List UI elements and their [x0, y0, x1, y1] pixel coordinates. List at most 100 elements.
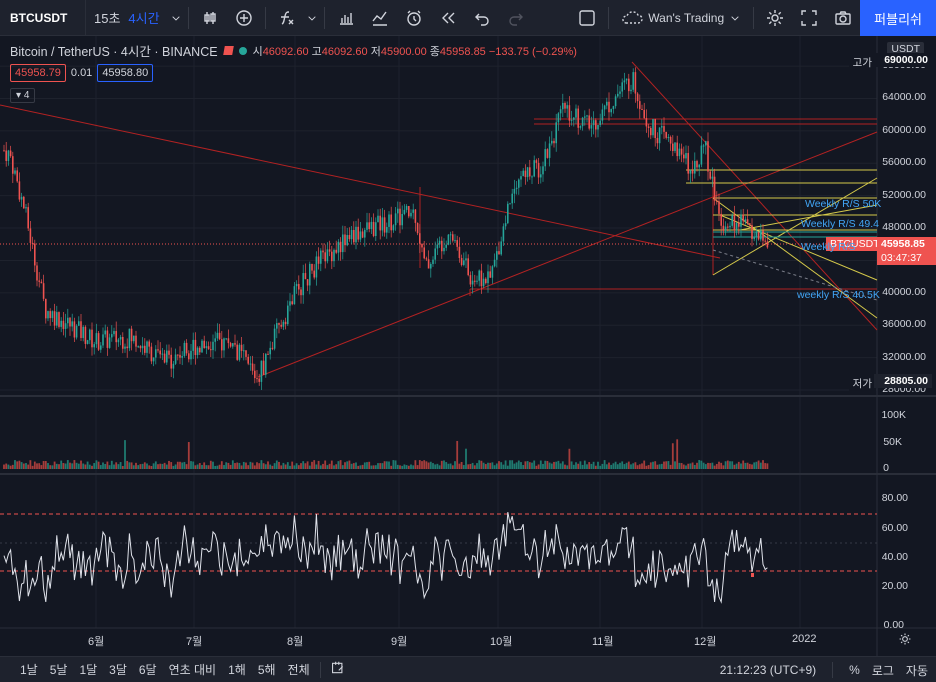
range-1m[interactable]: 1달 — [79, 663, 98, 677]
volume-bar — [130, 462, 133, 469]
volume-bar — [533, 460, 536, 469]
candle-body — [291, 301, 293, 305]
indicators-collapse-button[interactable]: ▾ 4 — [10, 88, 36, 103]
goto-date-icon[interactable] — [325, 661, 351, 678]
candle-body — [320, 250, 322, 264]
candle-body — [520, 176, 522, 180]
layout-icon[interactable] — [570, 0, 604, 36]
volume-bar — [146, 463, 148, 469]
candle-body — [172, 363, 175, 369]
high-price-tag: 69000.00 — [874, 53, 932, 67]
weekly-40-label[interactable]: weekly R/S 40.5K — [797, 289, 880, 301]
percent-toggle[interactable]: % — [849, 663, 860, 677]
range-3m[interactable]: 3달 — [109, 663, 127, 677]
log-toggle[interactable]: 로그 — [871, 663, 894, 678]
candle-body — [566, 105, 568, 109]
undo-icon[interactable] — [465, 0, 499, 36]
weekly-46-label[interactable]: Weekly R/S — [801, 241, 856, 253]
interval-15s-button[interactable]: 15초 — [94, 11, 121, 26]
symbol-search-button[interactable]: BTCUSDT — [0, 0, 86, 36]
volume-bar — [586, 464, 588, 469]
candle-type-icon[interactable] — [193, 0, 227, 36]
interval-dropdown-icon[interactable] — [168, 0, 184, 36]
weekly-50k-label[interactable]: Weekly R/S 50K — [805, 198, 882, 210]
volume-bar — [258, 463, 261, 469]
bar-countdown: 03:47:37 — [877, 251, 936, 265]
volume-bar — [498, 461, 500, 469]
templates-icon[interactable] — [363, 0, 397, 36]
volume-bar — [401, 465, 404, 469]
candle-body — [542, 166, 544, 175]
settings-gear-icon[interactable] — [758, 0, 792, 36]
indicator-dropdown-icon[interactable] — [304, 0, 320, 36]
axis-settings-icon[interactable] — [898, 632, 912, 649]
redo-icon[interactable] — [499, 0, 533, 36]
volume-bar — [621, 461, 624, 469]
candle-body — [696, 161, 698, 168]
candle-body — [364, 229, 366, 238]
candle-body — [403, 209, 406, 214]
volume-bar — [517, 460, 520, 469]
volume-bar — [128, 462, 131, 469]
candle-body — [216, 332, 219, 339]
volume-bar — [458, 463, 461, 469]
range-ytd[interactable]: 연초 대비 — [168, 663, 217, 677]
volume-bar — [665, 461, 668, 469]
alert-icon[interactable] — [397, 0, 431, 36]
volume-bar — [11, 464, 14, 469]
candle-body — [126, 346, 128, 349]
candle-body — [498, 251, 500, 255]
candle-body — [678, 148, 681, 157]
weekly-49-label[interactable]: Weekly R/S 49.4 — [801, 218, 880, 230]
buy-price-button[interactable]: 45958.80 — [97, 64, 154, 82]
volume-bar — [737, 461, 740, 469]
auto-toggle[interactable]: 자동 — [905, 663, 928, 678]
candle-body — [207, 346, 210, 350]
volume-bar — [658, 464, 661, 469]
volume-bar — [330, 460, 333, 469]
volume-bar — [141, 463, 144, 469]
range-all[interactable]: 전체 — [287, 663, 310, 677]
volume-bar — [300, 463, 302, 469]
compare-add-icon[interactable] — [227, 0, 261, 36]
candle-body — [438, 240, 441, 245]
candle-body — [698, 164, 700, 168]
indicators-icon[interactable] — [270, 0, 304, 36]
volume-bar — [18, 460, 21, 469]
volume-bar — [608, 462, 610, 469]
volume-bar — [311, 461, 313, 469]
candle-body — [722, 225, 725, 231]
volume-bar — [566, 465, 569, 469]
volume-bar — [333, 465, 335, 469]
time-tick-dec: 12월 — [694, 636, 717, 648]
volume-bar — [638, 464, 641, 469]
range-1y[interactable]: 1해 — [228, 663, 246, 677]
candle-body — [256, 378, 258, 380]
snapshot-camera-icon[interactable] — [826, 0, 860, 36]
candle-body — [119, 336, 122, 340]
clock-timezone[interactable]: 21:12:23 (UTC+9) — [719, 663, 817, 677]
symbol-title[interactable]: Bitcoin / TetherUS · 4시간 · BINANCE — [10, 45, 218, 59]
interval-4h-button[interactable]: 4시간 — [128, 11, 160, 26]
fullscreen-icon[interactable] — [792, 0, 826, 36]
price-chart[interactable] — [0, 36, 936, 656]
replay-icon[interactable] — [431, 0, 465, 36]
rsi-tick-0: 0.00 — [883, 619, 904, 631]
volume-bar — [58, 464, 60, 469]
candle-body — [243, 350, 245, 352]
sell-price-button[interactable]: 45958.79 — [10, 64, 66, 82]
candle-body — [353, 229, 355, 243]
volume-bar — [192, 461, 195, 469]
currency-badge[interactable]: USDT — [887, 42, 924, 56]
candle-body — [680, 148, 683, 155]
publish-button[interactable]: 퍼블리쉬 — [860, 0, 936, 36]
range-1d[interactable]: 1날 — [20, 663, 38, 677]
layout-name-button[interactable]: Wan's Trading — [613, 9, 749, 27]
symbol-price-label: BTCUSDT — [826, 237, 884, 251]
financials-icon[interactable] — [329, 0, 363, 36]
range-5d[interactable]: 5날 — [49, 663, 68, 677]
range-5y[interactable]: 5해 — [257, 663, 276, 677]
range-6m[interactable]: 6달 — [138, 663, 157, 677]
volume-bar — [715, 463, 718, 469]
bottom-toolbar: 1날 5날 1달 3달 6달 연초 대비 1해 5해 전체 21:12:23 (… — [0, 656, 936, 682]
